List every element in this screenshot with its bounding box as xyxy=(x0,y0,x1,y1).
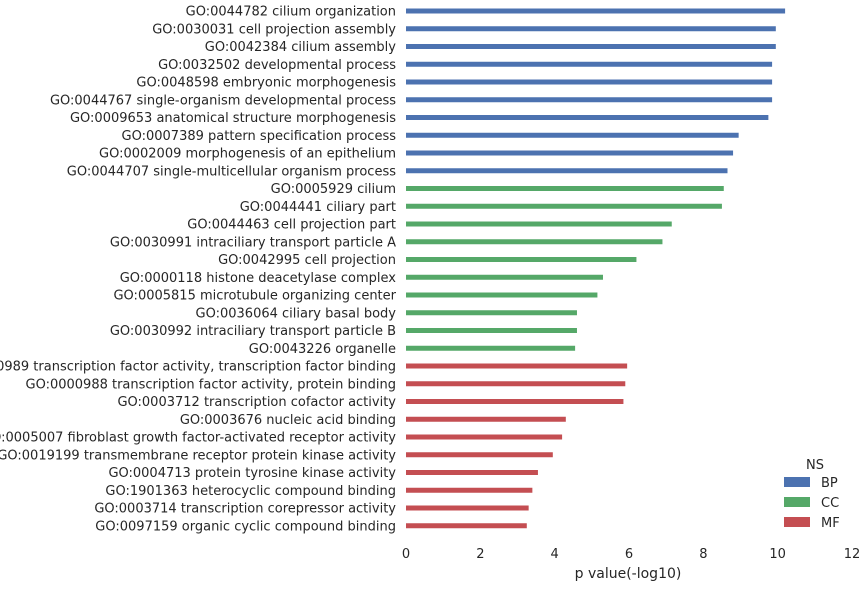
bar-mf xyxy=(406,416,566,422)
bar-mf xyxy=(406,434,563,440)
category-label: GO:0030991 intraciliary transport partic… xyxy=(110,235,396,250)
category-label: GO:0044782 cilium organization xyxy=(186,5,396,20)
category-label: GO:0000989 transcription factor activity… xyxy=(0,360,396,375)
category-label: GO:0048598 embryonic morphogenesis xyxy=(136,76,396,91)
x-axis-title: p value(-log10) xyxy=(575,566,682,582)
category-label: GO:0044767 single-organism developmental… xyxy=(50,93,396,108)
category-label: GO:0002009 morphogenesis of an epitheliu… xyxy=(99,147,396,162)
bar-mf xyxy=(406,523,527,529)
category-label: GO:0000988 transcription factor activity… xyxy=(26,377,397,392)
bar-cc xyxy=(406,239,663,245)
x-axis-ticks: 0 2 4 6 8 10 12 xyxy=(402,547,860,562)
category-label: GO:0019199 transmembrane receptor protei… xyxy=(0,448,396,463)
category-label: GO:0005007 fibroblast growth factor-acti… xyxy=(0,431,396,446)
bar-cc xyxy=(406,274,603,280)
category-label: GO:0036064 ciliary basal body xyxy=(196,306,397,321)
bar-cc xyxy=(406,310,577,316)
legend-label: MF xyxy=(821,516,840,531)
bar-bp xyxy=(406,8,786,14)
x-tick-label: 6 xyxy=(625,547,633,562)
bar-mf xyxy=(406,452,553,458)
category-label: GO:0044707 single-multicellular organism… xyxy=(67,164,396,179)
category-label: GO:0030992 intraciliary transport partic… xyxy=(110,324,396,339)
legend-swatch-bp xyxy=(784,477,810,487)
x-tick-label: 2 xyxy=(476,547,484,562)
bar-bp xyxy=(406,132,739,138)
legend-label: CC xyxy=(821,496,839,511)
category-label: GO:0030031 cell projection assembly xyxy=(152,22,396,37)
category-label: GO:0043226 organelle xyxy=(249,342,396,357)
bar-mf xyxy=(406,381,626,387)
bar-bp xyxy=(406,168,728,174)
bar-bp xyxy=(406,26,776,32)
category-label: GO:1901363 heterocyclic compound binding xyxy=(105,484,396,499)
bar-cc xyxy=(406,186,724,191)
category-label: GO:0009653 anatomical structure morphoge… xyxy=(70,111,396,126)
legend: NS BP CC MF xyxy=(784,458,840,531)
category-label: GO:0042384 cilium assembly xyxy=(205,40,397,55)
bar-cc xyxy=(406,345,576,351)
category-label: GO:0003714 transcription corepressor act… xyxy=(94,502,396,517)
category-label: GO:0044463 cell projection part xyxy=(187,218,396,233)
bar-cc xyxy=(406,203,722,209)
bar-mf xyxy=(406,399,624,404)
bar-cc xyxy=(406,221,672,227)
bar-mf xyxy=(406,505,529,511)
legend-swatch-cc xyxy=(784,497,810,507)
category-label: GO:0003676 nucleic acid binding xyxy=(180,413,396,428)
legend-label: BP xyxy=(821,476,838,491)
x-tick-label: 8 xyxy=(699,547,707,562)
bar-bp xyxy=(406,79,773,85)
bar-bp xyxy=(406,97,773,103)
legend-swatch-mf xyxy=(784,517,810,527)
category-label: GO:0097159 organic cyclic compound bindi… xyxy=(95,519,396,534)
category-labels: GO:0044782 cilium organization GO:0030031… xyxy=(0,5,397,535)
category-label: GO:0005929 cilium xyxy=(271,182,396,197)
category-label: GO:0032502 developmental process xyxy=(158,58,396,73)
bar-cc xyxy=(406,328,577,333)
category-label: GO:0000118 histone deacetylase complex xyxy=(120,271,397,286)
bar-mf xyxy=(406,470,538,475)
bar-cc xyxy=(406,292,598,298)
category-label: GO:0044441 ciliary part xyxy=(240,200,396,215)
x-tick-label: 12 xyxy=(844,547,861,562)
x-tick-label: 4 xyxy=(551,547,559,562)
category-label: GO:0007389 pattern specification process xyxy=(122,129,397,144)
bar-bp xyxy=(406,150,734,156)
bar-mf xyxy=(406,487,533,493)
bar-mf xyxy=(406,363,628,369)
bar-bp xyxy=(406,115,769,120)
bar-bp xyxy=(406,61,773,67)
category-label: GO:0004713 protein tyrosine kinase activ… xyxy=(108,466,396,481)
legend-title: NS xyxy=(806,458,824,473)
bars-layer xyxy=(406,8,786,529)
category-label: GO:0005815 microtubule organizing center xyxy=(113,289,396,304)
x-tick-label: 0 xyxy=(402,547,410,562)
x-tick-label: 10 xyxy=(769,547,786,562)
category-label: GO:0003712 transcription cofactor activi… xyxy=(117,395,396,410)
bar-bp xyxy=(406,44,776,49)
category-label: GO:0042995 cell projection xyxy=(218,253,396,268)
bar-cc xyxy=(406,257,637,262)
